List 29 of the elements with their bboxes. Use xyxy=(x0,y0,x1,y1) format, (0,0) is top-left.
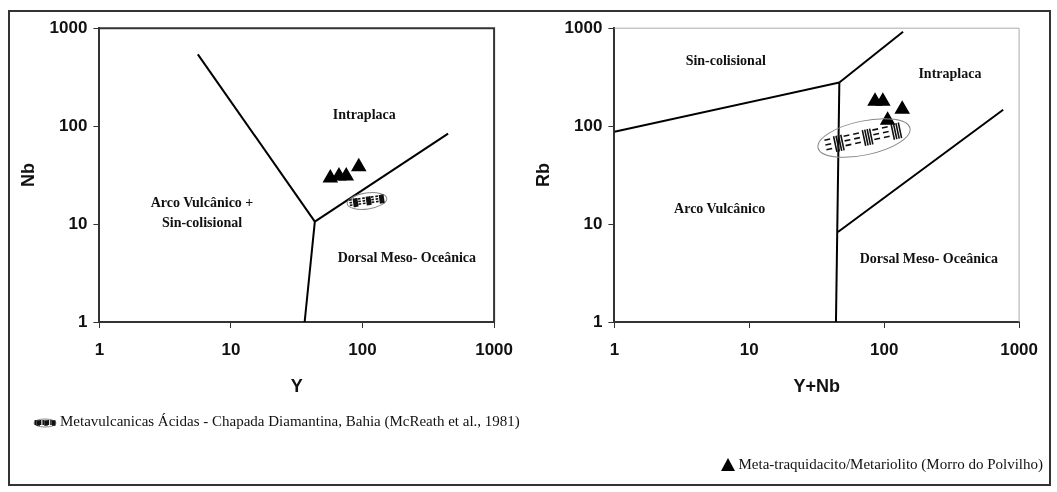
annotation: Intraplaca xyxy=(332,107,396,123)
annotation: Intraplaca xyxy=(918,65,982,81)
y-tick-label: 1 xyxy=(592,311,603,331)
annotation: Sin-colisional xyxy=(685,53,766,69)
y-tick-label: 10 xyxy=(583,213,603,233)
annotation: Arco Vulcânico + Sin-colisional xyxy=(150,195,254,231)
y-tick-label: 1000 xyxy=(49,17,88,37)
annotation: Dorsal Meso- Oceânica xyxy=(337,250,477,266)
y-tick-label: 1 xyxy=(77,311,88,331)
x-tick-label: 100 xyxy=(870,339,899,359)
x-tick-label: 1 xyxy=(94,339,105,359)
x-tick-label: 1 xyxy=(609,339,620,359)
y-tick-label: 10 xyxy=(68,213,88,233)
x-tick-label: 10 xyxy=(221,339,241,359)
y-tick-label: 1000 xyxy=(564,17,603,37)
x-axis-title: Y xyxy=(290,376,303,397)
x-tick-label: 1000 xyxy=(1000,339,1038,359)
annotation: Arco Vulcânico xyxy=(674,201,766,217)
text: Metavulcanicas Ácidas - Chapada Diamantina, Bahia (McReath et al., 1981) xyxy=(60,413,520,430)
x-axis-title: Y+Nb xyxy=(793,376,841,397)
x-tick-label: 1000 xyxy=(475,339,513,359)
y-tick-label: 100 xyxy=(574,115,603,135)
x-tick-label: 100 xyxy=(348,339,377,359)
y-tick-label: 100 xyxy=(59,115,88,135)
y-axis-title: Rb xyxy=(532,163,553,188)
x-tick-label: 10 xyxy=(739,339,759,359)
legend-label: Meta-traquidacito/Metariolito (Morro do Polvilho) xyxy=(738,456,1043,473)
y-axis-title: Nb xyxy=(17,163,38,188)
annotation: Dorsal Meso- Oceânica xyxy=(859,251,999,267)
